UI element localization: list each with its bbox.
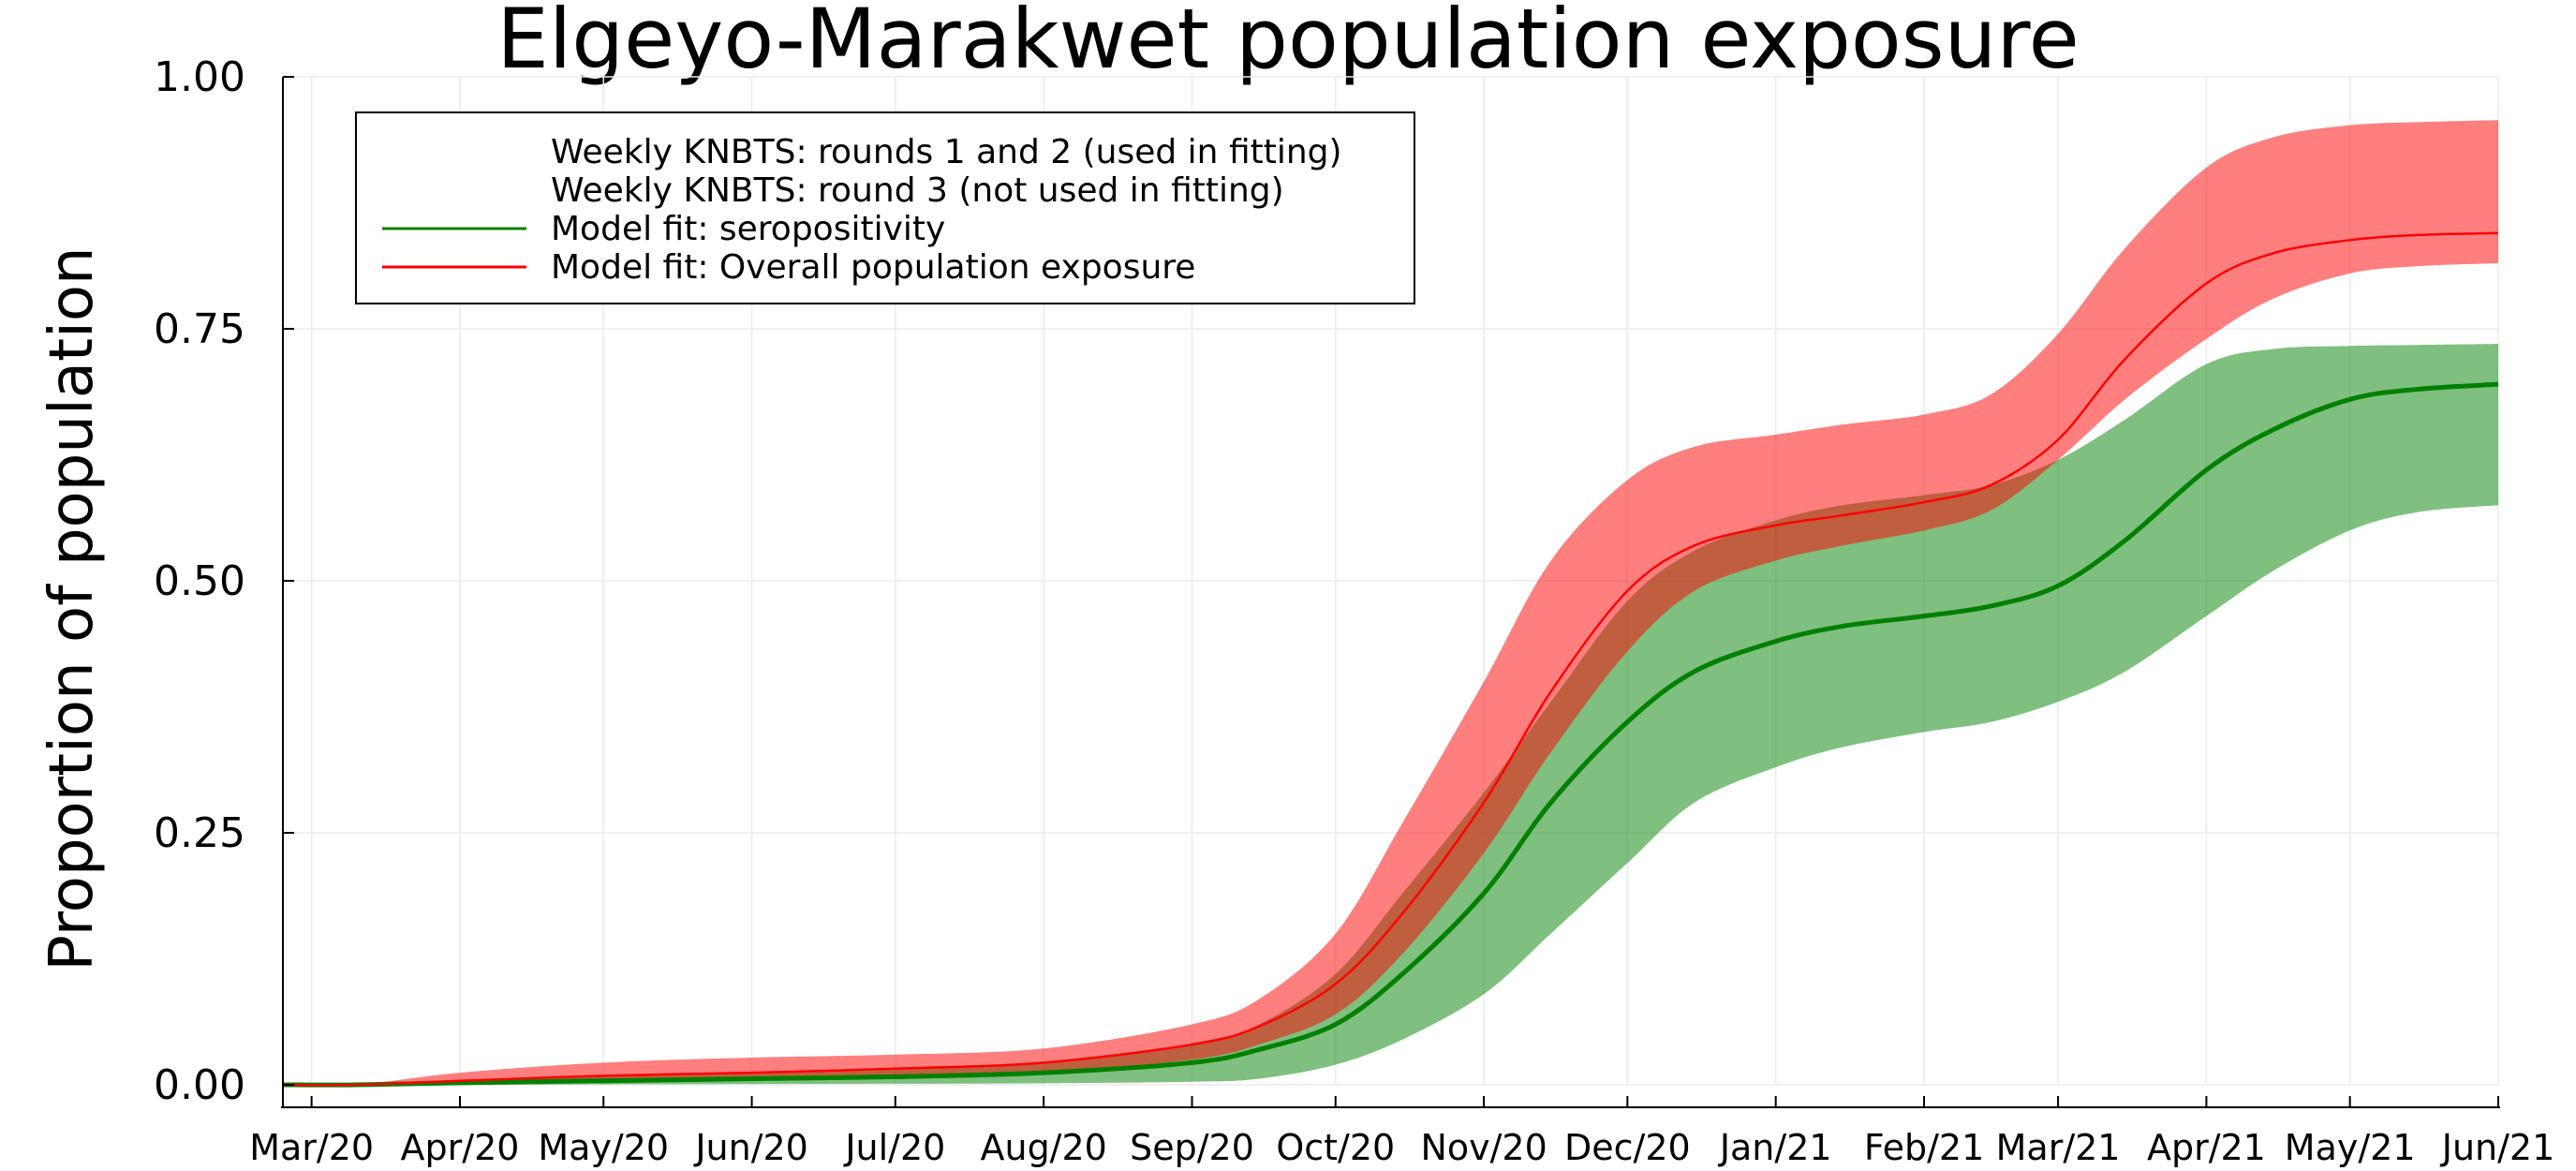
x-tick-label: Aug/20 <box>980 1127 1106 1168</box>
tick-labels: 0.00 0.25 0.50 0.75 1.00 Mar/20 Apr/20 May/20 Ju… <box>154 53 2554 1168</box>
band-population-exposure <box>283 120 2498 1086</box>
legend-entry: Model fit: Overall population exposure <box>551 248 1195 287</box>
y-tick-label: 0.75 <box>154 305 245 353</box>
series-lines <box>282 231 2499 1088</box>
y-tick-label: 0.50 <box>154 557 245 605</box>
x-tick-label: Sep/20 <box>1130 1127 1254 1168</box>
legend-entry: Weekly KNBTS: round 3 (not used in fitti… <box>551 171 1284 210</box>
x-tick-label: Feb/21 <box>1864 1127 1984 1168</box>
legend-box <box>355 111 1415 304</box>
uncertainty-bands <box>283 120 2498 1086</box>
legend-entry: Weekly KNBTS: rounds 1 and 2 (used in fi… <box>551 133 1342 171</box>
band-seropositivity <box>283 344 2498 1086</box>
x-tick-label: May/20 <box>538 1127 669 1168</box>
x-tick-label: Jan/21 <box>1718 1127 1832 1168</box>
axes <box>281 77 2500 1108</box>
x-tick-label: Apr/21 <box>2147 1127 2266 1168</box>
y-tick-label: 0.25 <box>154 809 245 857</box>
x-tick-label: Dec/20 <box>1564 1127 1691 1168</box>
y-axis-label: Proportion of population <box>37 246 107 971</box>
legend: Weekly KNBTS: rounds 1 and 2 (used in fi… <box>355 111 1415 304</box>
x-tick-label: Mar/20 <box>249 1127 374 1168</box>
chart-title: Elgeyo-Marakwet population exposure <box>496 0 2080 87</box>
x-tick-label: Jun/20 <box>693 1127 808 1168</box>
y-tick-label: 0.00 <box>154 1061 245 1109</box>
x-tick-label: Apr/20 <box>401 1127 520 1168</box>
line-population-exposure <box>282 231 2499 1087</box>
y-tick-label: 1.00 <box>154 53 245 101</box>
x-tick-label: Jul/20 <box>843 1127 945 1168</box>
x-tick-label: May/21 <box>2285 1127 2416 1168</box>
x-tick-label: Oct/20 <box>1276 1127 1395 1168</box>
line-seropositivity <box>282 381 2499 1088</box>
legend-entry: Model fit: seropositivity <box>551 210 945 248</box>
x-tick-label: Nov/20 <box>1420 1127 1547 1168</box>
x-tick-label: Mar/21 <box>1996 1127 2121 1168</box>
x-tick-label: Jun/21 <box>2440 1127 2555 1168</box>
